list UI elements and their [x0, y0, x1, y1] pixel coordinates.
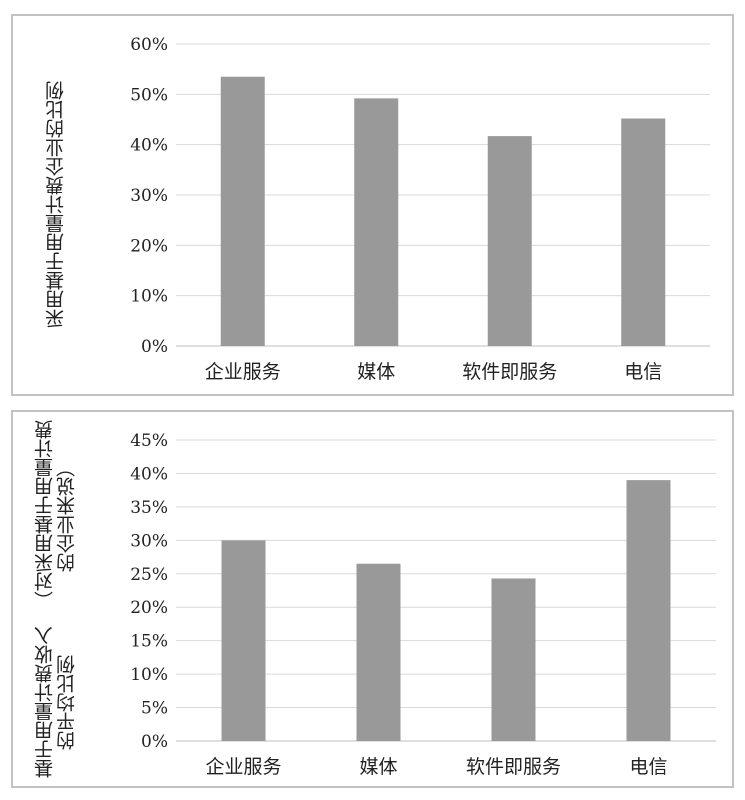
- x-category-label: 软件即服务: [466, 756, 561, 778]
- y-tick-label: 0%: [141, 337, 168, 357]
- bar-chart-top: 0% 10% 20% 30% 40% 50% 60% 企业服务 媒体 软件即服务 电信: [130, 35, 710, 383]
- y-tick-label: 5%: [141, 699, 168, 719]
- x-category-label: 软件即服务: [462, 361, 557, 383]
- y-tick-label: 40%: [130, 464, 168, 484]
- bar: [491, 578, 536, 741]
- bar: [221, 540, 266, 741]
- y-tick-label: 30%: [130, 186, 168, 206]
- y-tick-label: 20%: [130, 598, 168, 618]
- x-category-label: 媒体: [359, 756, 397, 778]
- chart-panel-top: 采用基于用量计费企业的比例 0% 10% 20% 30% 40% 50% 60% 企业服务 媒体…: [11, 14, 734, 396]
- y-tick-label: 20%: [130, 236, 168, 256]
- y-tick-label: 40%: [130, 136, 168, 156]
- x-category-label: 电信: [624, 361, 662, 383]
- bar: [621, 118, 666, 346]
- y-tick-label: 35%: [130, 498, 168, 518]
- bar: [487, 136, 532, 346]
- x-category-label: 媒体: [357, 361, 395, 383]
- y-tick-label: 0%: [141, 732, 168, 752]
- y-tick-label: 50%: [130, 85, 168, 105]
- x-category-label: 电信: [629, 756, 667, 778]
- x-category-label: 企业服务: [205, 361, 281, 383]
- y-tick-label: 60%: [130, 35, 168, 55]
- y-tick-label: 25%: [130, 565, 168, 585]
- y-tick-label: 10%: [130, 287, 168, 307]
- y-tick-label: 45%: [130, 431, 168, 451]
- y-tick-label: 15%: [130, 632, 168, 652]
- bar: [354, 98, 399, 346]
- chart-panel-bottom: 基于用量计费收入的平均比例 （对采用基于用量计费的企业来说） 0% 5% 10% 15…: [11, 410, 734, 788]
- bar-chart-bottom: 0% 5% 10% 15% 20% 25% 30% 35% 40% 45% 企业服务 媒体 软件即服务 电…: [130, 431, 716, 778]
- x-category-label: 企业服务: [205, 756, 281, 778]
- bar: [626, 480, 671, 741]
- y-tick-label: 30%: [130, 531, 168, 551]
- bar: [356, 563, 401, 741]
- bar: [220, 76, 265, 346]
- y-tick-label: 10%: [130, 665, 168, 685]
